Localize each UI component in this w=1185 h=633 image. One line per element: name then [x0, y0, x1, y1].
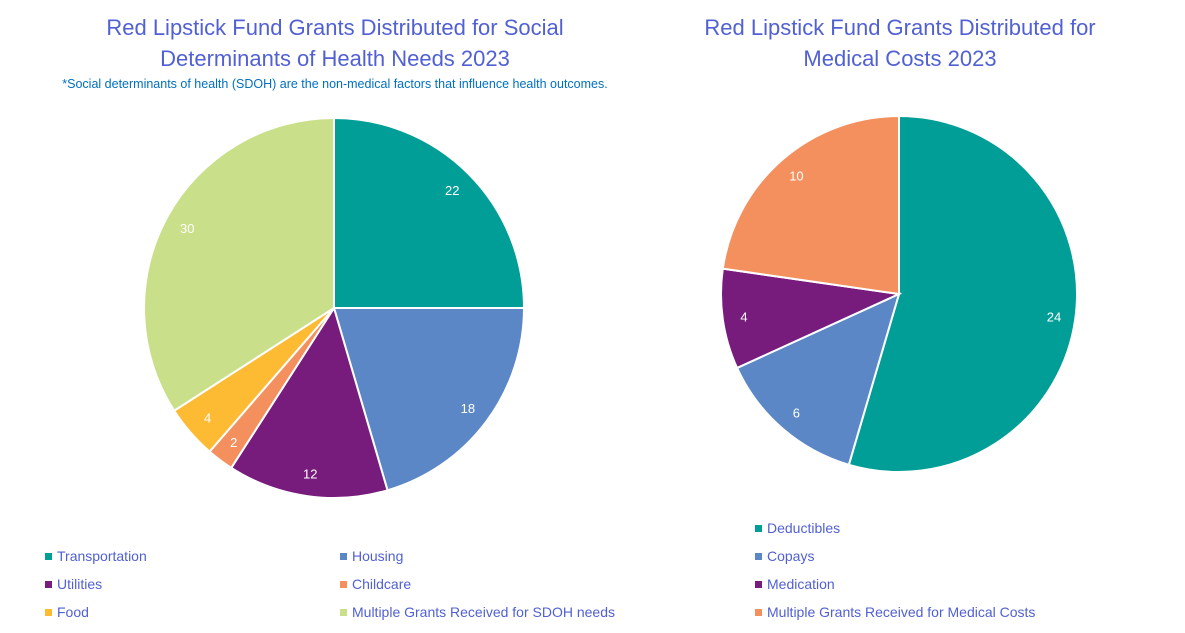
legend-item: Medication: [755, 576, 835, 592]
legend-label: Deductibles: [767, 520, 841, 536]
data-label: 10: [789, 169, 803, 184]
pie-slice-utilities: [229, 305, 389, 499]
data-label: 2: [230, 435, 237, 450]
legend-label: Medication: [767, 576, 835, 592]
legend-swatch: [340, 580, 347, 588]
data-label: 6: [793, 405, 800, 420]
legend-swatch: [755, 608, 762, 616]
legend-item: Multiple Grants Received for SDOH needs: [340, 604, 615, 620]
legend-swatch: [755, 580, 762, 588]
data-label: 22: [445, 183, 459, 198]
legend-swatch: [755, 552, 762, 560]
data-label: 4: [204, 410, 211, 425]
legend-item: Deductibles: [755, 520, 840, 536]
data-label: 24: [1047, 309, 1061, 324]
legend-swatch: [45, 580, 52, 588]
data-label: 4: [740, 309, 747, 324]
pie-slice-deductibles: [847, 114, 1078, 473]
legend-swatch: [340, 552, 347, 560]
pie-slice-medication: [720, 267, 903, 370]
pie-slice-multiple-grants-received-for-medical-costs: [721, 114, 900, 296]
chart-title-medical: Red Lipstick Fund Grants Distributed for…: [704, 15, 1096, 71]
legend-swatch: [45, 552, 52, 560]
legend-swatch: [755, 524, 762, 532]
legend-item: Childcare: [340, 576, 411, 592]
pie-slice-copays: [735, 292, 901, 467]
data-label: 12: [303, 466, 317, 481]
chart-subtitle-sdoh: *Social determinants of health (SDOH) ar…: [62, 77, 608, 91]
legend-label: Childcare: [352, 576, 412, 592]
legend-item: Utilities: [45, 576, 102, 592]
legend-item: Copays: [755, 548, 814, 564]
data-label: 30: [180, 221, 194, 236]
legend-label: Utilities: [57, 576, 103, 592]
legend-item: Housing: [340, 548, 403, 564]
pie-slice-transportation: [333, 116, 526, 309]
legend-label: Transportation: [57, 548, 147, 564]
legend-label: Food: [57, 604, 89, 620]
legend-item: Multiple Grants Received for Medical Cos…: [755, 604, 1035, 620]
legend-label: Copays: [767, 548, 815, 564]
legend-label: Multiple Grants Received for Medical Cos…: [767, 604, 1036, 620]
chart-title-sdoh: Red Lipstick Fund Grants Distributed for…: [106, 15, 564, 71]
pie-slice-multiple-grants-received-for-sdoh-needs: [143, 116, 335, 413]
pie-slice-housing: [332, 307, 526, 492]
legend-swatch: [340, 608, 347, 616]
legend-item: Food: [45, 604, 89, 620]
legend-item: Transportation: [45, 548, 147, 564]
legend-swatch: [45, 608, 52, 616]
legend-label: Multiple Grants Received for SDOH needs: [352, 604, 615, 620]
data-label: 18: [461, 401, 475, 416]
legend-label: Housing: [352, 548, 404, 564]
